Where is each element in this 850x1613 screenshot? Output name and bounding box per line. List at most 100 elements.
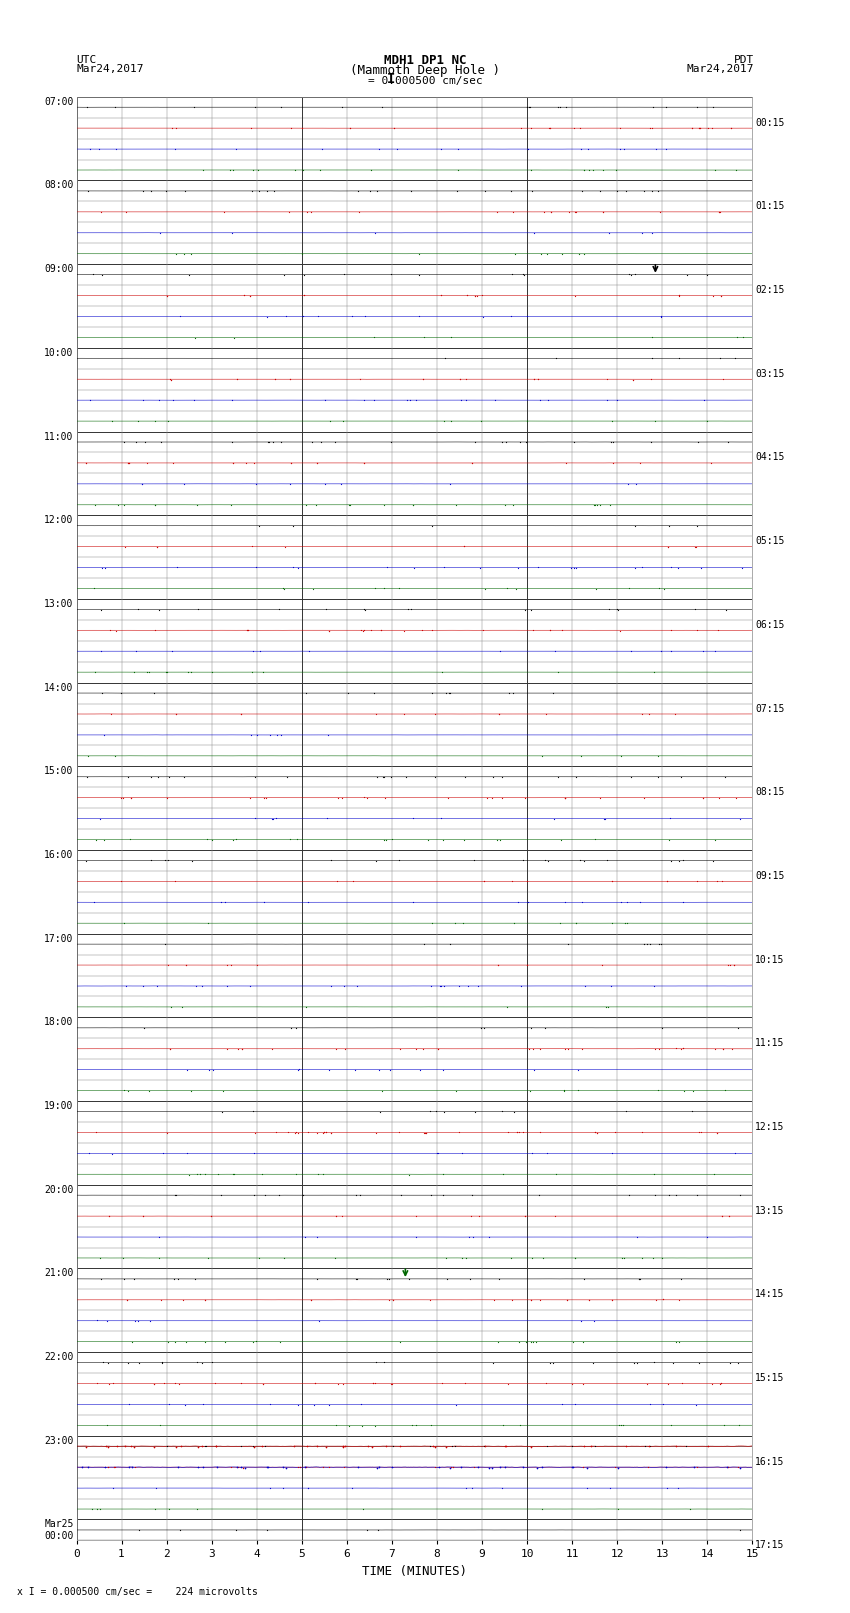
- Point: [580, 1476, 593, 1502]
- Point: [357, 784, 371, 810]
- Point: [144, 847, 157, 873]
- Point: [328, 1245, 342, 1271]
- Point: [514, 973, 528, 998]
- Point: [361, 1432, 375, 1458]
- Point: [514, 115, 528, 140]
- Point: [495, 1098, 508, 1124]
- Point: [712, 786, 726, 811]
- Point: [486, 765, 500, 790]
- Point: [201, 910, 214, 936]
- Point: [621, 471, 635, 497]
- Point: [632, 1266, 645, 1292]
- Point: [457, 826, 471, 852]
- Point: [575, 177, 588, 203]
- Point: [94, 639, 108, 665]
- Point: [182, 660, 196, 686]
- Point: [308, 1371, 321, 1397]
- Point: [180, 1057, 194, 1082]
- Point: [587, 492, 601, 518]
- Point: [502, 681, 516, 706]
- Point: [169, 1434, 183, 1460]
- Point: [248, 1119, 262, 1145]
- Point: [358, 387, 371, 413]
- Point: [725, 1036, 739, 1061]
- Point: [500, 576, 513, 602]
- Point: [118, 1434, 132, 1460]
- Point: [246, 534, 259, 560]
- Point: [542, 115, 556, 140]
- Point: [151, 765, 165, 790]
- Point: [404, 387, 417, 413]
- Point: [577, 240, 591, 266]
- Point: [642, 1455, 655, 1481]
- Point: [150, 1476, 163, 1502]
- Point: [539, 1371, 552, 1397]
- Point: [711, 868, 724, 894]
- Point: [252, 1245, 266, 1271]
- Point: [651, 1077, 665, 1103]
- Point: [209, 1432, 223, 1458]
- Point: [343, 1413, 356, 1439]
- Point: [241, 618, 255, 644]
- Point: [247, 1434, 261, 1460]
- Point: [286, 513, 299, 539]
- Point: [258, 1434, 271, 1460]
- Point: [507, 240, 521, 266]
- Point: [155, 1350, 168, 1376]
- Point: [496, 1413, 510, 1439]
- Point: [256, 1371, 269, 1397]
- Point: [478, 177, 491, 203]
- Point: [116, 492, 130, 518]
- Point: [167, 1266, 180, 1292]
- Point: [472, 1203, 485, 1229]
- Point: [89, 827, 103, 853]
- Point: [526, 1036, 540, 1061]
- Point: [524, 1434, 538, 1460]
- Point: [458, 763, 472, 789]
- Point: [651, 742, 665, 768]
- Point: [694, 555, 707, 581]
- Point: [600, 366, 614, 392]
- Point: [366, 1434, 379, 1460]
- Point: [148, 408, 162, 434]
- Point: [292, 1057, 306, 1082]
- Point: [279, 303, 292, 329]
- Point: [662, 513, 676, 539]
- Point: [357, 450, 371, 476]
- Point: [169, 116, 183, 142]
- Point: [468, 1098, 482, 1124]
- Point: [348, 1057, 362, 1082]
- Point: [577, 156, 591, 182]
- Point: [691, 513, 705, 539]
- Point: [274, 94, 287, 119]
- Point: [520, 95, 534, 121]
- Point: [549, 345, 563, 371]
- Point: [394, 1329, 407, 1355]
- Point: [478, 868, 491, 894]
- Point: [606, 910, 620, 936]
- Point: [504, 177, 518, 203]
- Point: [107, 1455, 121, 1481]
- Point: [234, 702, 247, 727]
- Point: [418, 1119, 432, 1145]
- Point: [700, 116, 714, 142]
- Text: PDT: PDT: [734, 55, 754, 65]
- Point: [612, 1413, 626, 1439]
- Point: [635, 702, 649, 727]
- Point: [518, 1203, 532, 1229]
- Point: [644, 429, 658, 455]
- Point: [565, 1455, 579, 1481]
- Point: [654, 931, 667, 957]
- Point: [690, 868, 704, 894]
- Point: [101, 1434, 115, 1460]
- Point: [620, 1434, 633, 1460]
- Point: [384, 763, 398, 789]
- Point: [323, 618, 337, 644]
- Point: [298, 282, 311, 308]
- Point: [387, 1287, 400, 1313]
- Point: [479, 786, 493, 811]
- Point: [262, 429, 275, 455]
- Point: [422, 1287, 436, 1313]
- Point: [452, 973, 466, 998]
- Point: [122, 1350, 135, 1376]
